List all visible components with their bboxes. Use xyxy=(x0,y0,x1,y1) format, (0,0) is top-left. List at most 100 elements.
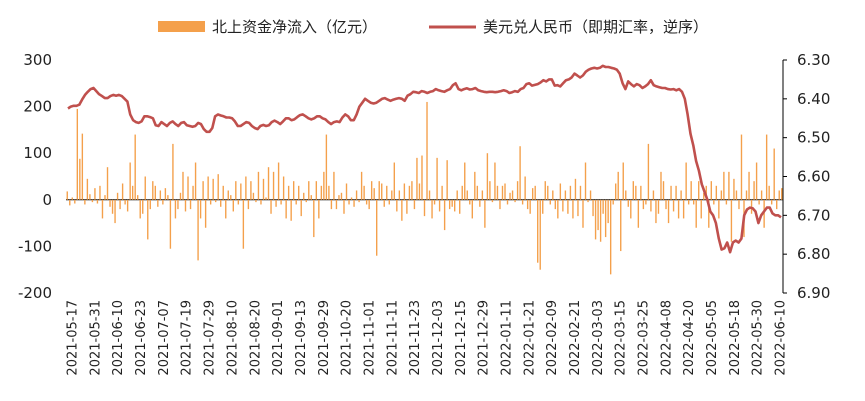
x-tick-label: 2022-02-21 xyxy=(568,300,583,376)
inflow-bar xyxy=(280,199,282,205)
inflow-bar xyxy=(74,199,76,204)
inflow-bar xyxy=(534,185,536,200)
inflow-bar xyxy=(225,199,227,219)
inflow-bar xyxy=(383,199,385,207)
inflow-bar xyxy=(594,199,597,240)
inflow-bar xyxy=(157,199,159,207)
inflow-bar xyxy=(69,199,71,206)
inflow-bar xyxy=(358,199,360,203)
inflow-bar xyxy=(373,188,375,200)
inflow-bar xyxy=(99,185,101,200)
inflow-bar xyxy=(469,199,471,205)
inflow-bar xyxy=(262,178,265,200)
inflow-bar xyxy=(471,199,473,219)
x-tick-label: 2022-01-21 xyxy=(522,300,537,376)
inflow-bar xyxy=(577,199,579,217)
inflow-bar xyxy=(501,185,504,200)
x-tick-label: 2021-07-29 xyxy=(203,300,218,376)
inflow-bar xyxy=(298,185,300,200)
inflow-bar xyxy=(567,199,569,214)
inflow-bar xyxy=(519,146,521,200)
inflow-bar xyxy=(635,185,637,200)
inflow-bar xyxy=(612,199,614,205)
inflow-bar xyxy=(776,199,778,210)
inflow-bar xyxy=(464,162,466,200)
inflow-bar xyxy=(89,194,91,200)
inflow-bar xyxy=(531,188,534,200)
x-tick-label: 2022-05-30 xyxy=(751,300,766,376)
x-tick-label: 2021-12-03 xyxy=(431,300,446,376)
inflow-bar xyxy=(733,178,735,200)
y-left-tick-label: 200 xyxy=(23,98,52,116)
inflow-bar xyxy=(642,199,645,210)
inflow-bar xyxy=(562,199,564,212)
inflow-bar xyxy=(300,199,302,217)
inflow-bar xyxy=(690,181,692,200)
inflow-bar xyxy=(763,199,765,228)
inflow-bar xyxy=(476,185,479,200)
legend: 北上资金净流入（亿元） 美元兑人民币（即期汇率，逆序） xyxy=(158,18,708,36)
inflow-bar xyxy=(401,199,403,221)
inflow-bar xyxy=(303,192,305,200)
inflow-bar xyxy=(584,162,587,200)
inflow-bar xyxy=(677,199,680,219)
inflow-bar xyxy=(214,199,217,203)
inflow-bar xyxy=(169,199,172,249)
inflow-bar xyxy=(461,185,463,200)
inflow-bar xyxy=(433,199,436,205)
inflow-bar xyxy=(277,162,280,200)
inflow-bar xyxy=(250,181,252,200)
inflow-bar xyxy=(725,199,728,205)
inflow-bar xyxy=(609,199,612,275)
inflow-bar xyxy=(162,199,164,205)
inflow-bar xyxy=(413,199,416,210)
inflow-bar xyxy=(602,199,604,214)
inflow-bar xyxy=(131,185,134,200)
inflow-bar xyxy=(625,190,627,200)
inflow-bar xyxy=(66,191,68,200)
inflow-bar xyxy=(330,199,333,210)
inflow-bar xyxy=(755,162,758,200)
inflow-bar xyxy=(328,185,330,200)
inflow-bar xyxy=(718,199,720,219)
y-left-tick-label: -100 xyxy=(18,237,52,255)
x-tick-label: 2021-11-01 xyxy=(362,300,377,376)
inflow-bar xyxy=(703,192,705,200)
inflow-bar xyxy=(443,199,446,231)
inflow-bar xyxy=(773,148,775,200)
inflow-bar xyxy=(474,171,476,200)
inflow-bar xyxy=(104,195,106,200)
inflow-bar xyxy=(456,190,458,200)
inflow-bar xyxy=(363,185,365,200)
inflow-bar xyxy=(637,199,640,228)
legend-label-fx: 美元兑人民币（即期汇率，逆序） xyxy=(483,18,708,36)
x-tick-label: 2021-08-10 xyxy=(225,300,240,376)
inflow-bar xyxy=(275,199,277,207)
inflow-bar xyxy=(406,199,408,214)
inflow-bar xyxy=(559,183,562,200)
inflow-bar xyxy=(182,171,184,200)
inflow-bar xyxy=(393,162,396,200)
y-left-tick-label: 0 xyxy=(42,191,52,209)
y-right-tick-label: 6.90 xyxy=(797,284,830,302)
inflow-bar xyxy=(781,188,783,200)
inflow-bar xyxy=(109,199,111,207)
x-tick-label: 2022-03-03 xyxy=(591,300,606,376)
inflow-bar xyxy=(242,199,245,249)
inflow-bar xyxy=(134,134,136,200)
inflow-bar xyxy=(484,199,486,228)
inflow-bar xyxy=(194,162,197,200)
inflow-bar xyxy=(260,199,262,205)
inflow-bar xyxy=(403,183,406,200)
inflow-bar xyxy=(199,199,202,219)
inflow-bar xyxy=(174,199,177,219)
inflow-bar xyxy=(770,199,773,205)
inflow-bar xyxy=(292,181,295,200)
inflow-bar xyxy=(71,197,73,200)
inflow-bar xyxy=(499,199,501,210)
x-tick-label: 2022-05-18 xyxy=(728,300,743,376)
inflow-bar xyxy=(645,199,647,205)
inflow-bar xyxy=(240,183,242,200)
inflow-bar xyxy=(308,181,310,200)
inflow-bar xyxy=(665,199,667,210)
